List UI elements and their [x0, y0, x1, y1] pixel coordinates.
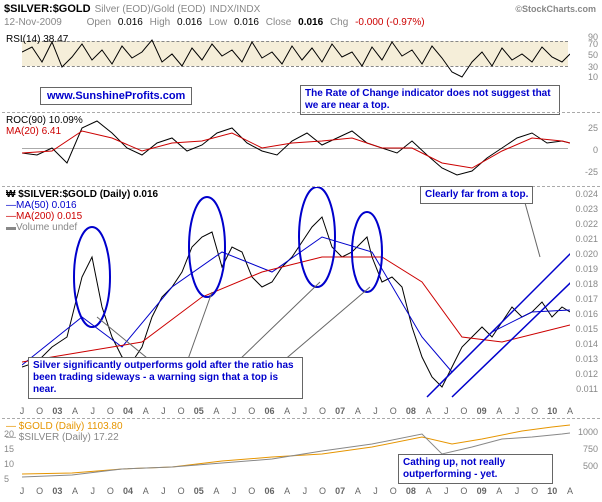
main-ytick: 0.018 [575, 279, 598, 289]
bottom-ytick-l: 5 [4, 474, 9, 484]
high-label: High [150, 17, 171, 28]
url-annotation: www.SunshineProfits.com [40, 87, 192, 105]
main-ytick: 0.024 [575, 189, 598, 199]
main-ytick: 0.011 [576, 384, 598, 394]
chg-label: Chg [330, 17, 348, 28]
roc-panel: ROC(90) 10.09% MA(20) 6.41 25 0 -25 [2, 112, 600, 180]
x-axis-main: JO03AJO04AJO05AJO06AJO07AJO08AJO09AJO10A [22, 406, 570, 418]
symbol-title: $SILVER:$GOLD [4, 3, 91, 15]
main-ytick: 0.013 [575, 354, 598, 364]
main-ytick: 0.017 [575, 294, 598, 304]
chg-value: -0.000 (-0.97%) [355, 17, 424, 28]
bottom-ytick-r: 500 [583, 461, 598, 471]
bottom-ytick-r: 1000 [578, 427, 598, 437]
main-ytick: 0.021 [575, 234, 598, 244]
roc-chart [22, 113, 570, 181]
rsi-tick-10: 10 [588, 72, 598, 82]
high-value: 0.016 [177, 17, 202, 28]
main-ytick: 0.020 [575, 249, 598, 259]
main-ytick: 0.019 [575, 264, 598, 274]
rsi-panel: RSI(14) 38.47 90 70 50 30 10 [2, 32, 600, 82]
main-ytick: 0.023 [575, 204, 598, 214]
bottom-ytick-l: 10 [4, 459, 14, 469]
symbol-desc: Silver (EOD)/Gold (EOD) [95, 4, 206, 15]
close-value: 0.016 [298, 17, 323, 28]
top-annotation: Clearly far from a top. [420, 186, 533, 204]
low-value: 0.016 [234, 17, 259, 28]
chart-header: $SILVER:$GOLD Silver (EOD)/Gold (EOD) IN… [2, 1, 600, 17]
main-ytick: 0.014 [575, 339, 598, 349]
bottom-annotation: Cathing up, not really outperforming - y… [398, 454, 553, 484]
roc-annotation: The Rate of Change indicator does not su… [300, 85, 560, 115]
symbol-exchange: INDX/INDX [210, 4, 261, 15]
roc-tick-0: 0 [593, 145, 598, 155]
open-label: Open [87, 17, 111, 28]
open-value: 0.016 [118, 17, 143, 28]
close-label: Close [266, 17, 292, 28]
roc-tick-25: 25 [588, 123, 598, 133]
bottom-ytick-l: 20 [4, 429, 14, 439]
main-ytick: 0.015 [575, 324, 598, 334]
bottom-ytick-l: 15 [4, 444, 14, 454]
source-credit: ©StockCharts.com [515, 4, 596, 14]
main-ytick: 0.016 [575, 309, 598, 319]
ohlc-line: 12-Nov-2009 Open 0.016 High 0.016 Low 0.… [2, 17, 427, 28]
bottom-ytick-r: 750 [583, 444, 598, 454]
rsi-tick-70: 70 [588, 39, 598, 49]
rsi-tick-50: 50 [588, 50, 598, 60]
rsi-line [22, 32, 570, 82]
rsi-tick-30: 30 [588, 62, 598, 72]
main-ytick: 0.022 [575, 219, 598, 229]
low-label: Low [209, 17, 227, 28]
date-value: 12-Nov-2009 [4, 17, 62, 28]
roc-tick-n25: -25 [585, 167, 598, 177]
x-axis-bottom: JO03AJO04AJO05AJO06AJO07AJO08AJO09AJO10A [22, 486, 570, 498]
warning-annotation: Silver significantly outperforms gold af… [28, 357, 303, 399]
main-ytick: 0.012 [575, 369, 598, 379]
